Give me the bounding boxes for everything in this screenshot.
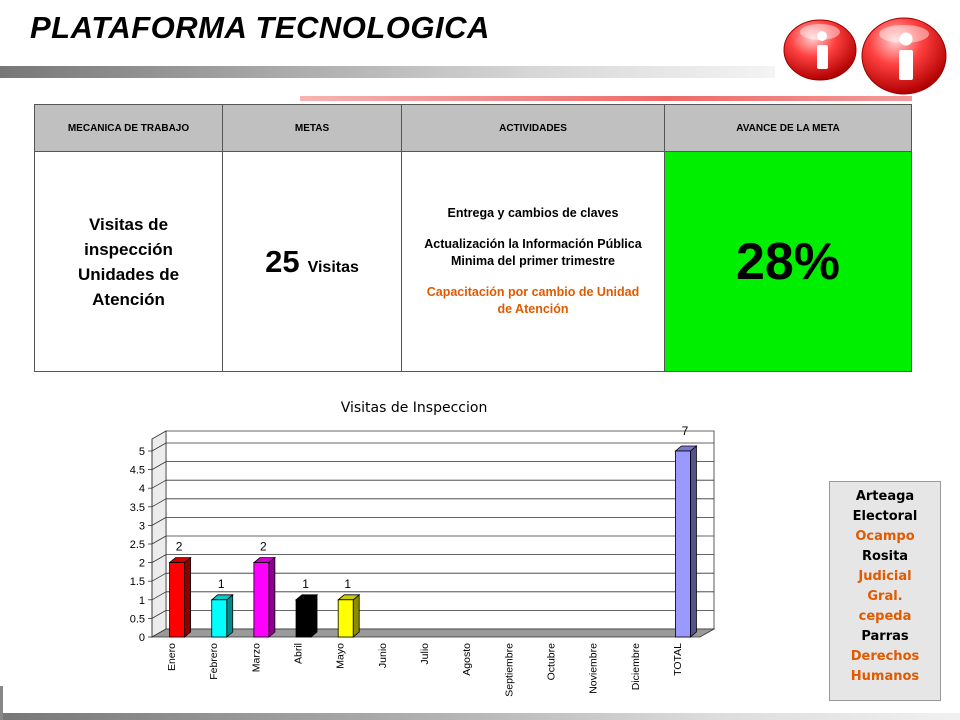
bar-data-label: 1	[302, 577, 309, 591]
y-tick-label: 2	[139, 558, 145, 570]
bar-data-label: 1	[344, 577, 351, 591]
y-tick-label: 5	[139, 446, 145, 458]
x-category-label: Enero	[166, 643, 178, 671]
accent-red-bar	[300, 96, 912, 101]
bar	[211, 599, 228, 638]
activity-item: Entrega y cambios de claves	[447, 206, 619, 220]
chart-side-wall	[151, 430, 167, 638]
header-metas: METAS	[222, 104, 402, 152]
y-tick-label: 4	[139, 483, 145, 495]
x-category-label: Julio	[419, 643, 431, 665]
municipalities-list: Arteaga Electoral Ocampo Rosita Judicial Gral…	[829, 481, 941, 701]
chart-gridline	[151, 554, 167, 563]
x-category-label: Abril	[293, 643, 305, 664]
meta-unit: Visitas	[307, 258, 359, 276]
x-category-label: Junio	[377, 643, 389, 668]
chart-gridline	[151, 442, 167, 452]
x-category-label: Octubre	[545, 643, 557, 681]
chart-gridline	[151, 591, 167, 601]
municipality-item: Derechos	[850, 649, 920, 664]
chart-gridline	[151, 498, 167, 508]
activity-item: Capacitación por cambio de Unidad de Ate…	[426, 285, 640, 316]
chart-gridline	[151, 479, 167, 489]
cell-mecanica: Visitas de inspección Unidades de Atenci…	[34, 151, 223, 372]
chart-gridline	[151, 572, 167, 582]
bar	[337, 599, 354, 638]
municipality-item: Judicial	[858, 569, 912, 584]
bar-data-label: 2	[176, 540, 183, 554]
avance-value: 28%	[735, 232, 841, 291]
municipality-item: Ocampo	[855, 529, 915, 544]
chart-title: Visitas de Inspeccion	[341, 400, 488, 416]
bar-data-label: 7	[682, 424, 689, 438]
y-tick-label: 3.5	[130, 502, 145, 514]
bar-side	[268, 556, 276, 638]
municipality-item: Gral.	[867, 589, 903, 604]
info-logo-icon	[783, 17, 947, 95]
activity-item: Actualización la Información Pública Min…	[424, 237, 642, 268]
chart-gridline	[151, 461, 167, 470]
y-tick-label: 0.5	[130, 613, 145, 625]
footer-bar	[0, 713, 960, 720]
page-title: PLATAFORMA TECNOLOGICA	[30, 10, 490, 45]
y-tick-label: 3	[139, 520, 145, 532]
bar-side	[226, 593, 234, 638]
bar	[295, 599, 312, 638]
header-mecanica: MECANICA DE TRABAJO	[34, 104, 223, 152]
goals-table: MECANICA DE TRABAJO METAS ACTIVIDADES AV…	[34, 104, 912, 372]
chart-gridline	[151, 610, 167, 619]
x-category-label: Mayo	[335, 643, 347, 669]
cell-metas: 25 Visitas	[222, 151, 402, 372]
chart-back-wall	[165, 430, 715, 630]
bar-data-label: 2	[260, 540, 267, 554]
y-tick-label: 0	[139, 632, 145, 644]
municipality-item: Parras	[861, 629, 909, 644]
municipality-item: Humanos	[850, 669, 920, 684]
x-category-label: Marzo	[250, 643, 262, 672]
header-avance: AVANCE DE LA META	[664, 104, 912, 152]
municipality-item: cepeda	[858, 609, 912, 624]
municipality-item: Electoral	[852, 509, 918, 524]
chart-floor	[150, 628, 716, 638]
x-category-label: Febrero	[208, 643, 220, 680]
bar-data-label: 1	[218, 577, 225, 591]
bar-side	[184, 556, 191, 638]
x-category-label: Noviembre	[588, 643, 600, 694]
municipality-item: Rosita	[861, 549, 909, 564]
footer-left-mark	[0, 686, 3, 720]
bar	[253, 562, 270, 638]
header-actividades: ACTIVIDADES	[401, 104, 665, 152]
chart-gridline	[151, 535, 167, 545]
bar	[169, 562, 185, 638]
x-category-label: Diciembre	[630, 643, 642, 690]
title-underline-bar	[0, 66, 775, 78]
cell-actividades: Entrega y cambios de claves Actualización…	[401, 151, 665, 372]
chart-gridline	[151, 517, 167, 526]
y-tick-label: 1.5	[130, 576, 145, 588]
municipality-item: Arteaga	[855, 489, 915, 504]
y-tick-label: 2.5	[130, 539, 145, 551]
y-tick-label: 4.5	[130, 465, 145, 477]
bar-side	[352, 593, 360, 638]
activities-list: Entrega y cambios de claves Actualización…	[402, 205, 664, 318]
x-category-label: Agosto	[461, 643, 473, 676]
x-category-label: TOTAL	[672, 643, 684, 676]
meta-value: 25	[265, 243, 300, 279]
x-category-label: Septiembre	[503, 643, 515, 697]
bar	[675, 450, 691, 638]
bar-side	[690, 445, 697, 638]
cell-avance: 28%	[664, 151, 912, 372]
bar-side	[310, 593, 318, 638]
y-tick-label: 1	[139, 595, 145, 607]
mecanica-text: Visitas de inspección Unidades de Atenci…	[77, 214, 180, 309]
